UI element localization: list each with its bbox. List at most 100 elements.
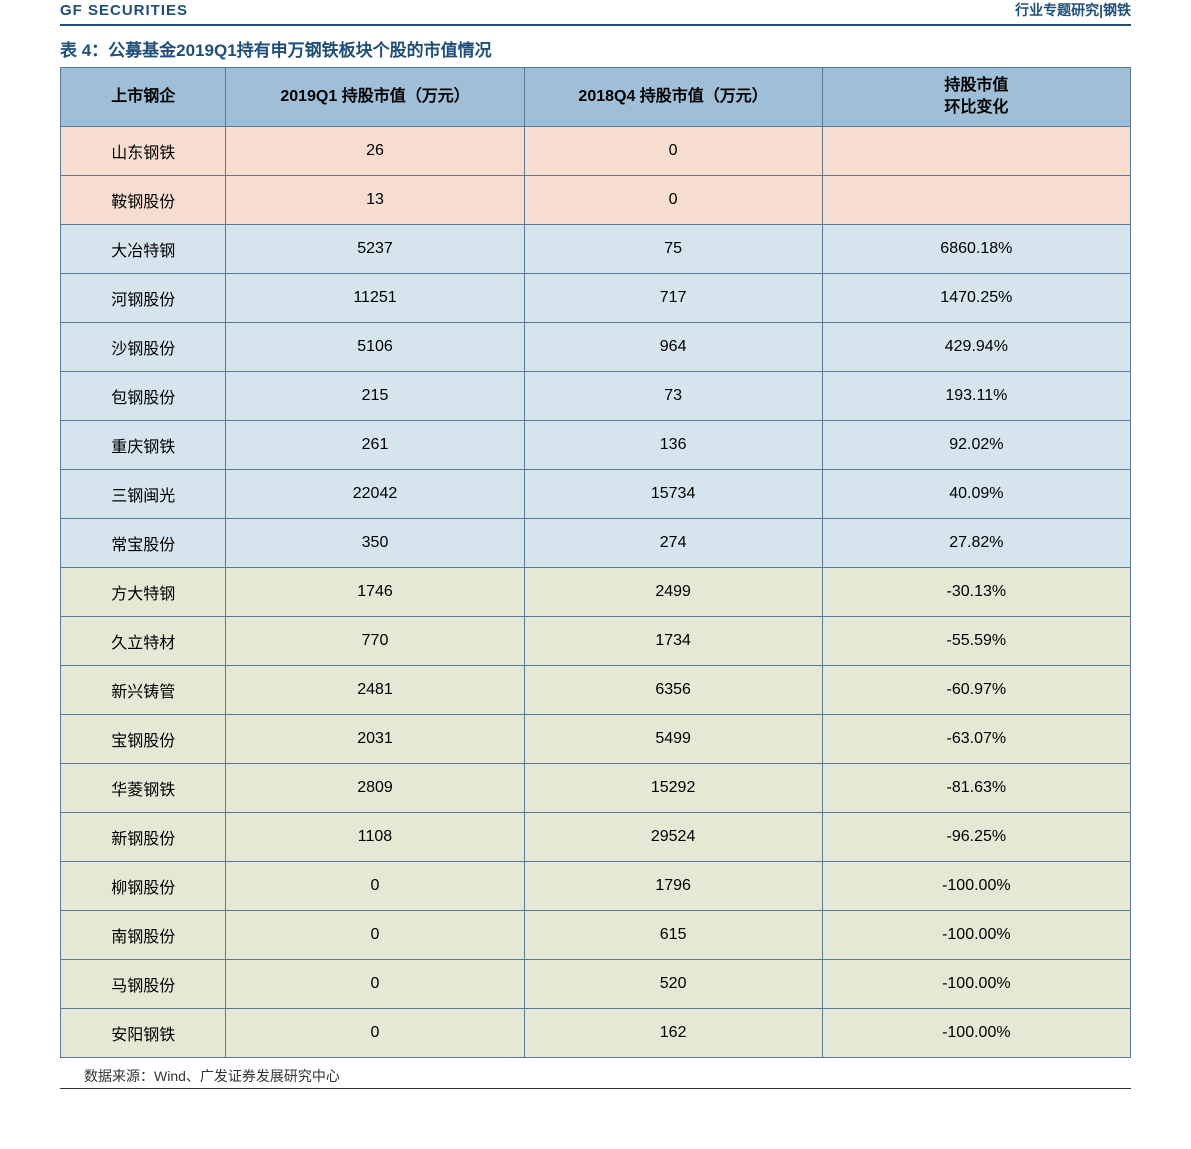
table-cell: 5106: [226, 323, 524, 372]
table-cell: 安阳钢铁: [61, 1009, 226, 1058]
table-cell: 5499: [524, 715, 822, 764]
table-cell: 75: [524, 225, 822, 274]
table-cell: 华菱钢铁: [61, 764, 226, 813]
table-row: 沙钢股份5106964429.94%: [61, 323, 1131, 372]
table-row: 包钢股份21573193.11%: [61, 372, 1131, 421]
table-row: 南钢股份0615-100.00%: [61, 911, 1131, 960]
table-title: 表 4：公募基金2019Q1持有申万钢铁板块个股的市值情况: [60, 32, 1131, 67]
table-cell: 29524: [524, 813, 822, 862]
table-cell: 15292: [524, 764, 822, 813]
table-row: 宝钢股份20315499-63.07%: [61, 715, 1131, 764]
table-cell: 162: [524, 1009, 822, 1058]
table-cell: 新钢股份: [61, 813, 226, 862]
table-row: 山东钢铁260: [61, 127, 1131, 176]
table-row: 河钢股份112517171470.25%: [61, 274, 1131, 323]
table-cell: 13: [226, 176, 524, 225]
col-header-change: 持股市值环比变化: [822, 68, 1130, 127]
page-container: GF SECURITIES 行业专题研究|钢铁 表 4：公募基金2019Q1持有…: [0, 0, 1191, 1109]
table-cell: 1796: [524, 862, 822, 911]
table-cell: 26: [226, 127, 524, 176]
table-cell: 5237: [226, 225, 524, 274]
table-cell: [822, 127, 1130, 176]
table-body: 山东钢铁260鞍钢股份130大冶特钢5237756860.18%河钢股份1125…: [61, 127, 1131, 1058]
table-row: 大冶特钢5237756860.18%: [61, 225, 1131, 274]
table-row: 柳钢股份01796-100.00%: [61, 862, 1131, 911]
source-note: 数据来源：Wind、广发证券发展研究中心: [60, 1058, 1131, 1086]
table-row: 常宝股份35027427.82%: [61, 519, 1131, 568]
table-cell: 2481: [226, 666, 524, 715]
table-cell: 马钢股份: [61, 960, 226, 1009]
table-cell: 重庆钢铁: [61, 421, 226, 470]
table-cell: 193.11%: [822, 372, 1130, 421]
table-cell: 770: [226, 617, 524, 666]
table-cell: 鞍钢股份: [61, 176, 226, 225]
table-row: 鞍钢股份130: [61, 176, 1131, 225]
brand-text: GF SECURITIES: [60, 2, 188, 19]
table-cell: 15734: [524, 470, 822, 519]
table-cell: 0: [524, 176, 822, 225]
table-cell: 27.82%: [822, 519, 1130, 568]
table-cell: 6860.18%: [822, 225, 1130, 274]
table-cell: 沙钢股份: [61, 323, 226, 372]
table-cell: 1746: [226, 568, 524, 617]
table-header-row: 上市钢企 2019Q1 持股市值（万元） 2018Q4 持股市值（万元） 持股市…: [61, 68, 1131, 127]
table-cell: 92.02%: [822, 421, 1130, 470]
steel-holdings-table: 上市钢企 2019Q1 持股市值（万元） 2018Q4 持股市值（万元） 持股市…: [60, 67, 1131, 1058]
table-row: 久立特材7701734-55.59%: [61, 617, 1131, 666]
table-cell: -100.00%: [822, 862, 1130, 911]
table-head: 上市钢企 2019Q1 持股市值（万元） 2018Q4 持股市值（万元） 持股市…: [61, 68, 1131, 127]
col-header-q4: 2018Q4 持股市值（万元）: [524, 68, 822, 127]
table-cell: 11251: [226, 274, 524, 323]
table-cell: 0: [226, 1009, 524, 1058]
table-cell: 1470.25%: [822, 274, 1130, 323]
table-cell: 215: [226, 372, 524, 421]
table-cell: 常宝股份: [61, 519, 226, 568]
table-cell: 274: [524, 519, 822, 568]
table-cell: 山东钢铁: [61, 127, 226, 176]
table-cell: 0: [226, 911, 524, 960]
table-cell: 0: [226, 960, 524, 1009]
table-cell: 615: [524, 911, 822, 960]
table-cell: 宝钢股份: [61, 715, 226, 764]
table-cell: -63.07%: [822, 715, 1130, 764]
table-cell: -100.00%: [822, 911, 1130, 960]
table-row: 新兴铸管24816356-60.97%: [61, 666, 1131, 715]
table-cell: 1108: [226, 813, 524, 862]
table-row: 华菱钢铁280915292-81.63%: [61, 764, 1131, 813]
table-cell: 包钢股份: [61, 372, 226, 421]
table-cell: 6356: [524, 666, 822, 715]
table-cell: 40.09%: [822, 470, 1130, 519]
table-cell: 大冶特钢: [61, 225, 226, 274]
table-cell: -100.00%: [822, 1009, 1130, 1058]
doc-type: 行业专题研究|钢铁: [1015, 0, 1131, 20]
table-cell: 三钢闽光: [61, 470, 226, 519]
table-cell: 河钢股份: [61, 274, 226, 323]
table-cell: 方大特钢: [61, 568, 226, 617]
table-cell: -55.59%: [822, 617, 1130, 666]
page-header: GF SECURITIES 行业专题研究|钢铁: [60, 0, 1131, 26]
table-cell: 2031: [226, 715, 524, 764]
table-cell: 1734: [524, 617, 822, 666]
table-cell: 261: [226, 421, 524, 470]
table-cell: 0: [226, 862, 524, 911]
table-row: 马钢股份0520-100.00%: [61, 960, 1131, 1009]
table-row: 三钢闽光220421573440.09%: [61, 470, 1131, 519]
table-cell: 520: [524, 960, 822, 1009]
table-cell: -81.63%: [822, 764, 1130, 813]
table-cell: -30.13%: [822, 568, 1130, 617]
table-cell: -96.25%: [822, 813, 1130, 862]
table-row: 重庆钢铁26113692.02%: [61, 421, 1131, 470]
table-cell: 南钢股份: [61, 911, 226, 960]
table-cell: 717: [524, 274, 822, 323]
table-cell: 新兴铸管: [61, 666, 226, 715]
col-header-q1: 2019Q1 持股市值（万元）: [226, 68, 524, 127]
bottom-rule: [60, 1088, 1131, 1089]
table-cell: 964: [524, 323, 822, 372]
table-cell: [822, 176, 1130, 225]
table-row: 新钢股份110829524-96.25%: [61, 813, 1131, 862]
table-cell: -100.00%: [822, 960, 1130, 1009]
table-cell: 2499: [524, 568, 822, 617]
table-cell: 429.94%: [822, 323, 1130, 372]
table-cell: 柳钢股份: [61, 862, 226, 911]
table-cell: 136: [524, 421, 822, 470]
